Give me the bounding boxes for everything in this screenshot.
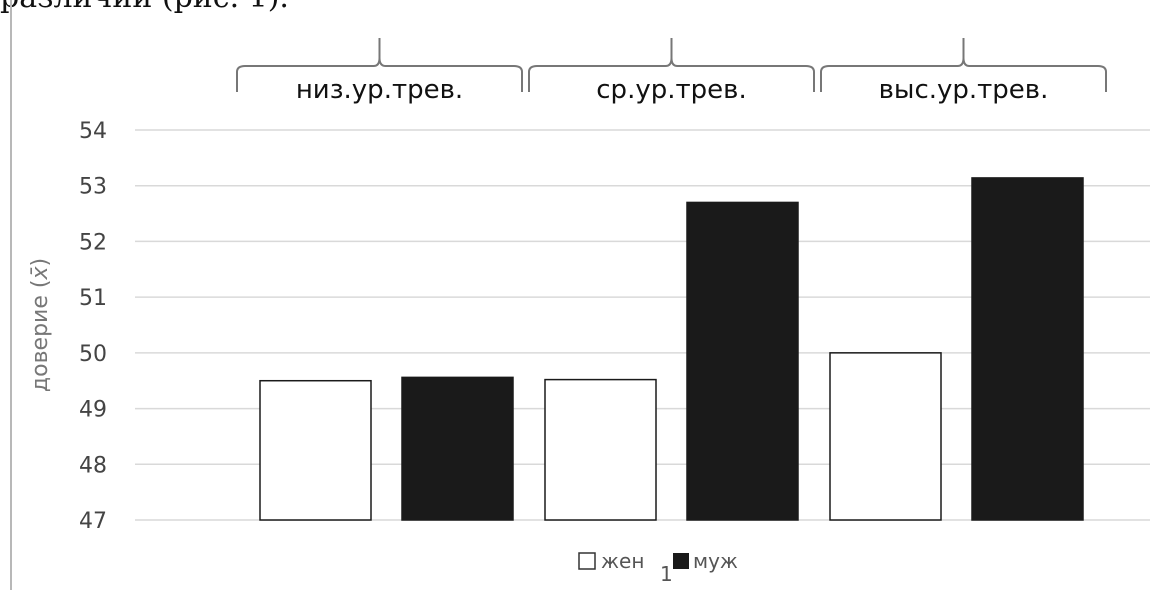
category-brackets: низ.ур.трев. ср.ур.трев. выс.ур.трев.	[236, 38, 1107, 105]
category-bracket	[236, 38, 523, 92]
y-axis-label: доверие (x̄)	[28, 258, 53, 392]
annotation-mark: 1	[660, 562, 673, 586]
y-tick-label: 47	[79, 509, 107, 534]
bar-zhen-1	[544, 378, 657, 521]
page-margin-line	[10, 0, 12, 590]
legend-swatch-muzh	[673, 553, 689, 569]
bar-zhen-2	[829, 352, 942, 521]
bar-muzh-1	[686, 201, 799, 521]
y-tick-label: 53	[79, 175, 107, 200]
y-axis-ticks: 47 48 49 50 51 52 53 54	[79, 119, 107, 534]
y-tick-label: 48	[79, 453, 107, 478]
legend-swatch-zhen	[578, 552, 596, 570]
bar-zhen-0	[259, 379, 372, 521]
y-tick-label: 52	[79, 230, 107, 255]
bars	[259, 177, 1084, 521]
bar-muzh-0	[401, 376, 514, 521]
legend-label-zhen: жен	[601, 549, 644, 573]
caption-text-fragment: различий (рис. 1).	[0, 0, 289, 15]
legend-label-muzh: муж	[693, 549, 738, 573]
category-bracket	[820, 38, 1107, 92]
bar-muzh-2	[971, 177, 1084, 521]
y-tick-label: 50	[79, 342, 107, 367]
y-tick-label: 54	[79, 119, 107, 144]
category-label: выс.ур.трев.	[879, 75, 1049, 105]
y-tick-label: 51	[79, 286, 107, 311]
category-bracket	[528, 38, 815, 92]
legend: жен 1 муж	[578, 549, 738, 586]
category-label: низ.ур.трев.	[296, 75, 463, 105]
category-label: ср.ур.трев.	[596, 75, 746, 105]
y-tick-label: 49	[79, 398, 107, 423]
